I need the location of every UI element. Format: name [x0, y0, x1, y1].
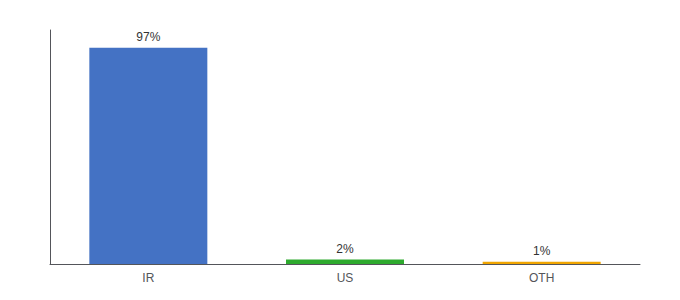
svg-text:IR: IR: [142, 271, 154, 285]
svg-text:US: US: [337, 271, 354, 285]
svg-text:2%: 2%: [336, 242, 354, 256]
svg-text:97%: 97%: [136, 30, 160, 44]
svg-text:1%: 1%: [533, 244, 551, 258]
svg-text:OTH: OTH: [529, 271, 554, 285]
